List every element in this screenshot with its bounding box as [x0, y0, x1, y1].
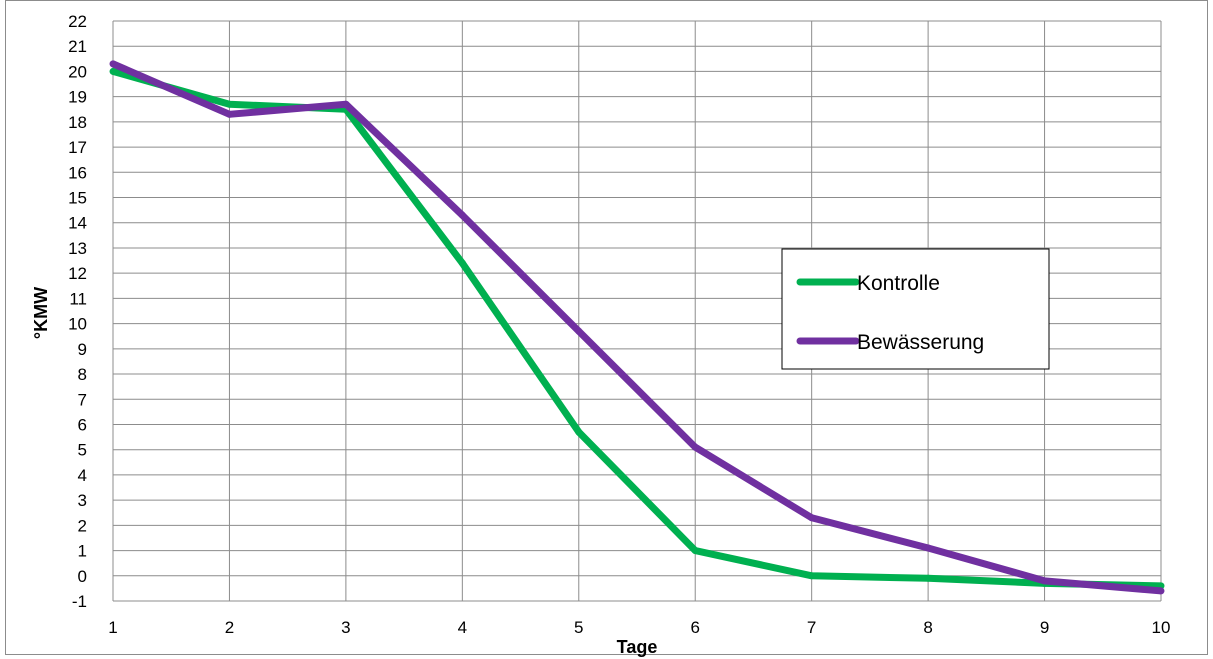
data-point — [575, 428, 583, 436]
y-tick-label: 4 — [78, 466, 87, 485]
y-tick-label: 11 — [69, 289, 87, 308]
data-point — [1157, 587, 1165, 595]
y-tick-label: 17 — [68, 138, 87, 157]
y-tick-label: 8 — [78, 365, 87, 384]
x-axis-title: Tage — [617, 637, 658, 657]
y-tick-label: 13 — [68, 239, 87, 258]
x-tick-label: 10 — [1152, 618, 1171, 637]
x-tick-label: 9 — [1040, 618, 1049, 637]
data-point — [924, 574, 932, 582]
y-tick-label: 19 — [68, 88, 87, 107]
data-point — [458, 259, 466, 267]
x-tick-label: 4 — [458, 618, 467, 637]
x-tick-label: 1 — [108, 618, 117, 637]
y-tick-label: 15 — [68, 189, 87, 208]
data-point — [691, 547, 699, 555]
series-line-bewaesserung — [111, 60, 1162, 595]
data-point — [808, 572, 816, 580]
y-tick-label: 1 — [78, 542, 87, 561]
y-tick-label: 2 — [78, 516, 87, 535]
legend-label-kontrolle: Kontrolle — [857, 272, 940, 295]
data-point — [924, 544, 932, 552]
legend-box — [781, 248, 1050, 370]
x-tick-labels: 1 2 3 4 5 6 7 8 9 10 — [108, 618, 1170, 637]
y-tick-label: 3 — [78, 491, 87, 510]
y-tick-label: 20 — [68, 62, 87, 81]
y-axis-title: °KMW — [31, 287, 51, 339]
y-tick-label: 14 — [68, 214, 87, 233]
data-point — [109, 67, 117, 75]
data-point — [225, 110, 233, 118]
data-point — [691, 443, 699, 451]
data-point — [342, 100, 350, 108]
y-tick-label: 21 — [68, 37, 87, 56]
x-tick-label: 2 — [225, 618, 234, 637]
y-tick-label: 18 — [68, 113, 87, 132]
x-tick-label: 5 — [574, 618, 583, 637]
y-tick-label: -1 — [72, 592, 87, 611]
data-point — [458, 211, 466, 219]
y-tick-label: 9 — [78, 340, 87, 359]
y-tick-label: 7 — [78, 390, 87, 409]
data-point — [109, 60, 117, 68]
y-tick-label: 5 — [78, 441, 87, 460]
series-lines — [109, 60, 1165, 595]
gridlines — [112, 20, 1162, 602]
y-tick-label: 12 — [68, 264, 87, 283]
legend: Kontrolle Bewässerung — [781, 248, 1050, 370]
x-tick-label: 8 — [923, 618, 932, 637]
x-tick-label: 6 — [690, 618, 699, 637]
legend-label-bewaesserung: Bewässerung — [857, 331, 984, 354]
data-point — [225, 100, 233, 108]
y-tick-label: 22 — [68, 12, 87, 31]
y-tick-label: 10 — [68, 315, 87, 334]
x-tick-label: 3 — [341, 618, 350, 637]
y-tick-label: 16 — [68, 163, 87, 182]
y-tick-label: 0 — [78, 567, 87, 586]
data-point — [575, 327, 583, 335]
y-tick-label: 6 — [78, 415, 87, 434]
data-point — [808, 514, 816, 522]
data-point — [1041, 577, 1049, 585]
x-tick-label: 7 — [807, 618, 816, 637]
